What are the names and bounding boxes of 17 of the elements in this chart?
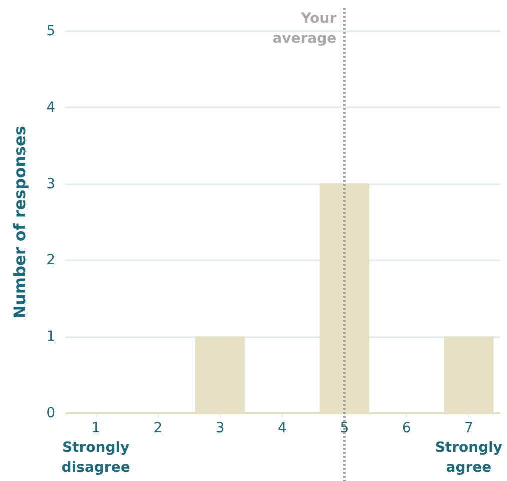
x-tick-label: 2: [154, 420, 163, 436]
text: Strongly disagree: [62, 440, 130, 476]
x-tick-label: 5: [340, 420, 350, 436]
y-tick-label: 3: [46, 176, 56, 192]
y-tick-label: 2: [46, 252, 56, 269]
ref-line-label: Your average: [272, 11, 337, 47]
x-tick-label: 7: [464, 420, 474, 436]
x-tick-label: 4: [278, 420, 288, 436]
x-tick-label: 6: [402, 420, 412, 436]
y-axis-title: Number of responses: [10, 126, 30, 319]
y-tick-label: 5: [46, 24, 56, 40]
y-tick-label: 1: [46, 329, 56, 346]
y-tick-label: 0: [46, 406, 56, 422]
y-tick-label: 4: [46, 100, 56, 116]
x-tick-label: 3: [216, 420, 225, 436]
x-tick-label: 1: [92, 420, 101, 436]
text: Strongly agree: [435, 440, 503, 476]
